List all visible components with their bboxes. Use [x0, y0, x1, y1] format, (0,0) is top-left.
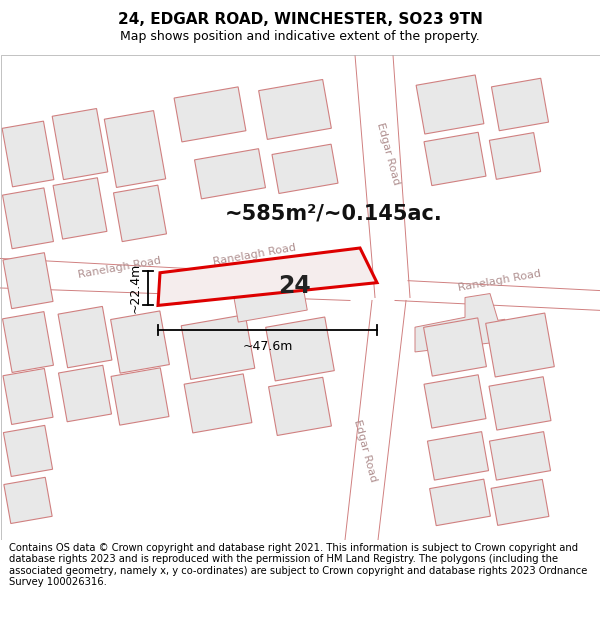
Text: ~585m²/~0.145ac.: ~585m²/~0.145ac.	[225, 203, 443, 223]
Polygon shape	[110, 311, 169, 373]
Polygon shape	[58, 306, 112, 368]
Polygon shape	[111, 368, 169, 425]
Polygon shape	[174, 87, 246, 142]
Polygon shape	[59, 365, 112, 422]
Polygon shape	[3, 369, 53, 424]
Text: ~47.6m: ~47.6m	[242, 340, 293, 353]
Polygon shape	[4, 426, 53, 476]
Polygon shape	[424, 318, 487, 376]
Polygon shape	[424, 132, 486, 186]
Polygon shape	[424, 375, 486, 428]
Polygon shape	[259, 79, 331, 139]
Polygon shape	[272, 144, 338, 194]
Polygon shape	[194, 149, 265, 199]
Polygon shape	[430, 479, 490, 526]
Polygon shape	[2, 121, 54, 187]
Polygon shape	[490, 432, 551, 480]
Polygon shape	[491, 479, 549, 526]
Text: 24: 24	[278, 274, 311, 298]
Polygon shape	[184, 374, 252, 433]
Polygon shape	[158, 248, 377, 306]
Polygon shape	[269, 378, 331, 436]
Text: Edgar Road: Edgar Road	[352, 419, 378, 483]
Polygon shape	[3, 253, 53, 309]
Polygon shape	[4, 478, 52, 524]
Polygon shape	[491, 78, 548, 131]
Polygon shape	[172, 271, 214, 304]
Polygon shape	[415, 294, 505, 352]
Polygon shape	[266, 317, 334, 381]
Polygon shape	[2, 188, 53, 249]
Text: Edgar Road: Edgar Road	[375, 122, 401, 186]
Polygon shape	[2, 312, 53, 372]
Text: Contains OS data © Crown copyright and database right 2021. This information is : Contains OS data © Crown copyright and d…	[9, 542, 587, 588]
Text: Ranelagh Road: Ranelagh Road	[213, 242, 297, 267]
Polygon shape	[53, 177, 107, 239]
Polygon shape	[52, 109, 108, 179]
Text: 24, EDGAR ROAD, WINCHESTER, SO23 9TN: 24, EDGAR ROAD, WINCHESTER, SO23 9TN	[118, 12, 482, 27]
Text: Ranelagh Road: Ranelagh Road	[458, 269, 542, 293]
Polygon shape	[490, 132, 541, 179]
Polygon shape	[427, 432, 488, 480]
Polygon shape	[416, 75, 484, 134]
Polygon shape	[113, 185, 166, 242]
Text: Map shows position and indicative extent of the property.: Map shows position and indicative extent…	[120, 30, 480, 43]
Text: Ranelagh Road: Ranelagh Road	[78, 256, 162, 280]
Polygon shape	[104, 111, 166, 188]
Polygon shape	[181, 314, 255, 379]
Text: ~22.4m: ~22.4m	[129, 263, 142, 313]
Polygon shape	[485, 313, 554, 377]
Polygon shape	[233, 279, 307, 322]
Polygon shape	[489, 377, 551, 430]
